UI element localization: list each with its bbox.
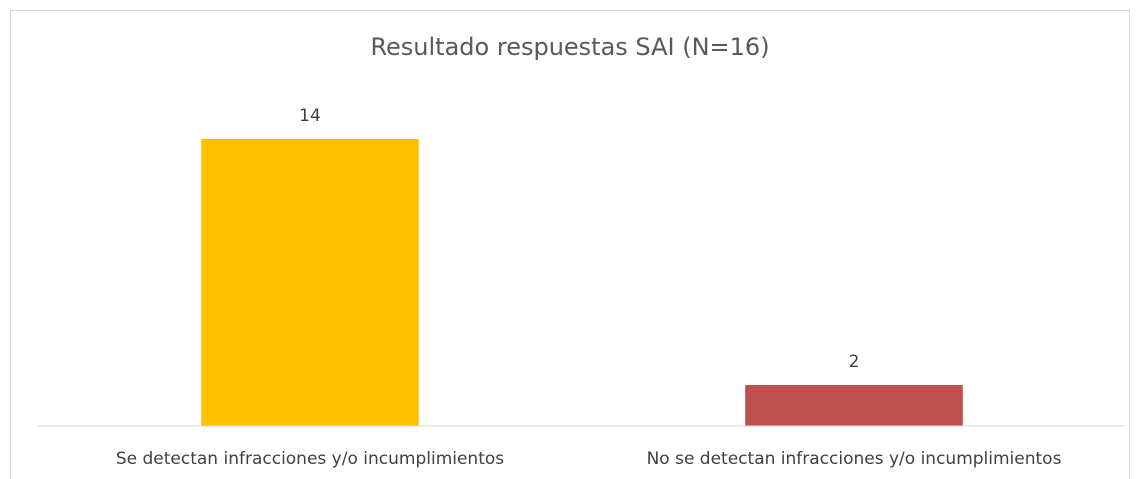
- data-label: 14: [299, 106, 321, 126]
- data-label: 2: [849, 352, 860, 372]
- chart-title: Resultado respuestas SAI (N=16): [370, 33, 769, 61]
- x-tick-label: No se detectan infracciones y/o incumpli…: [647, 449, 1062, 469]
- bar: [745, 385, 963, 426]
- bar: [201, 139, 419, 426]
- x-tick-label: Se detectan infracciones y/o incumplimie…: [116, 449, 504, 469]
